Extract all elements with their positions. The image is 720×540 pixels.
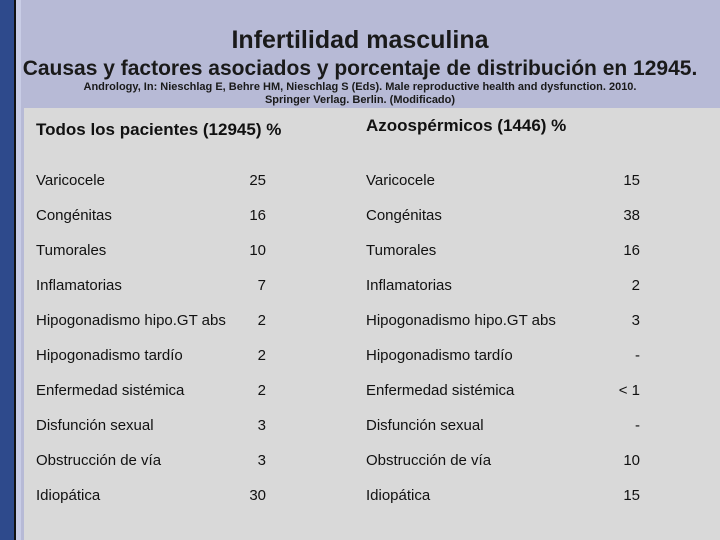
row-label-all: Tumorales	[36, 242, 107, 259]
row-value-all: 7	[257, 277, 266, 294]
row-value-azoo: -	[635, 347, 640, 364]
row-value-azoo: < 1	[618, 382, 640, 399]
row-value-azoo: 2	[631, 277, 640, 294]
row-value-all: 16	[249, 207, 266, 224]
row-label-azoo: Inflamatorias	[366, 277, 452, 294]
slide-subtitle: Causas y factores asociados y porcentaje…	[22, 57, 698, 80]
row-value-all: 10	[249, 242, 266, 259]
left-column-heading: Todos los pacientes (12945) %	[36, 120, 282, 139]
right-column-heading: Azoospérmicos (1446) %	[366, 116, 567, 135]
slide-title: Infertilidad masculina	[231, 26, 489, 54]
row-value-all: 25	[249, 172, 266, 189]
row-value-all: 2	[257, 312, 266, 329]
row-value-azoo: 10	[623, 452, 640, 469]
row-label-azoo: Disfunción sexual	[366, 417, 484, 434]
row-value-azoo: 15	[623, 172, 640, 189]
row-label-all: Hipogonadismo hipo.GT abs	[36, 312, 226, 329]
row-value-all: 2	[257, 347, 266, 364]
row-value-azoo: 3	[631, 312, 640, 329]
row-label-azoo: Enfermedad sistémica	[366, 382, 515, 399]
left-accent-bar	[0, 0, 16, 540]
content-panel: Todos los pacientes (12945) % Azoospérmi…	[24, 108, 720, 540]
row-label-azoo: Hipogonadismo hipo.GT abs	[366, 312, 556, 329]
reference-line-2: Springer Verlag. Berlin. (Modificado)	[264, 94, 456, 106]
left-accent-stripe	[16, 0, 21, 540]
row-label-azoo: Varicocele	[366, 172, 435, 189]
row-value-all: 2	[257, 382, 266, 399]
row-label-azoo: Obstrucción de vía	[366, 452, 492, 469]
row-label-all: Obstrucción de vía	[36, 452, 162, 469]
reference-line-1: Andrology, In: Nieschlag E, Behre HM, Ni…	[83, 81, 637, 93]
row-label-azoo: Idiopática	[366, 487, 431, 504]
row-label-azoo: Congénitas	[366, 207, 442, 224]
row-value-azoo: 16	[623, 242, 640, 259]
row-label-all: Disfunción sexual	[36, 417, 154, 434]
row-label-all: Varicocele	[36, 172, 105, 189]
row-label-all: Idiopática	[36, 487, 101, 504]
row-value-all: 3	[257, 417, 266, 434]
slide-header: Infertilidad masculina Causas y factores…	[0, 0, 720, 108]
row-label-all: Inflamatorias	[36, 277, 122, 294]
row-value-azoo: 15	[623, 487, 640, 504]
row-value-all: 3	[257, 452, 266, 469]
row-value-azoo: -	[635, 417, 640, 434]
reference-citation: Andrology, In: Nieschlag E, Behre HM, Ni…	[40, 81, 680, 107]
row-label-azoo: Hipogonadismo tardío	[366, 347, 513, 364]
row-value-all: 30	[249, 487, 266, 504]
row-label-azoo: Tumorales	[366, 242, 437, 259]
row-label-all: Hipogonadismo tardío	[36, 347, 183, 364]
row-label-all: Enfermedad sistémica	[36, 382, 185, 399]
row-label-all: Congénitas	[36, 207, 112, 224]
row-value-azoo: 38	[623, 207, 640, 224]
